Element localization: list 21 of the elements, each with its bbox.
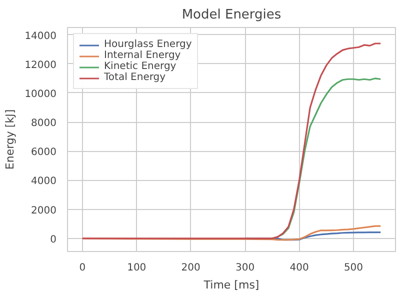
y-tick-label: 8000 (31, 118, 57, 130)
y-axis-title: Energy [kJ] (4, 109, 17, 170)
y-tick-label: 14000 (24, 30, 56, 42)
legend-label: Total Energy (104, 72, 166, 83)
x-axis-title: Time [ms] (202, 278, 260, 292)
x-tick-label: 100 (127, 262, 146, 274)
x-tick-label: 0 (79, 262, 86, 274)
y-tick-label: 4000 (31, 176, 57, 188)
y-tick-label: 12000 (24, 60, 56, 71)
chart-title: Model Energies (182, 8, 282, 22)
x-tick-label: 300 (236, 262, 255, 274)
y-tick-label: 0 (50, 234, 57, 246)
y-tick-label: 6000 (31, 147, 57, 158)
legend-label: Internal Energy (104, 50, 181, 61)
legend-label: Hourglass Energy (104, 39, 192, 50)
x-tick-label: 200 (181, 262, 200, 274)
x-tick-label: 400 (290, 262, 309, 274)
y-tick-label: 10000 (24, 88, 56, 100)
legend-label: Kinetic Energy (104, 61, 176, 72)
x-tick-label: 500 (344, 262, 364, 274)
y-tick-label: 2000 (31, 205, 57, 216)
